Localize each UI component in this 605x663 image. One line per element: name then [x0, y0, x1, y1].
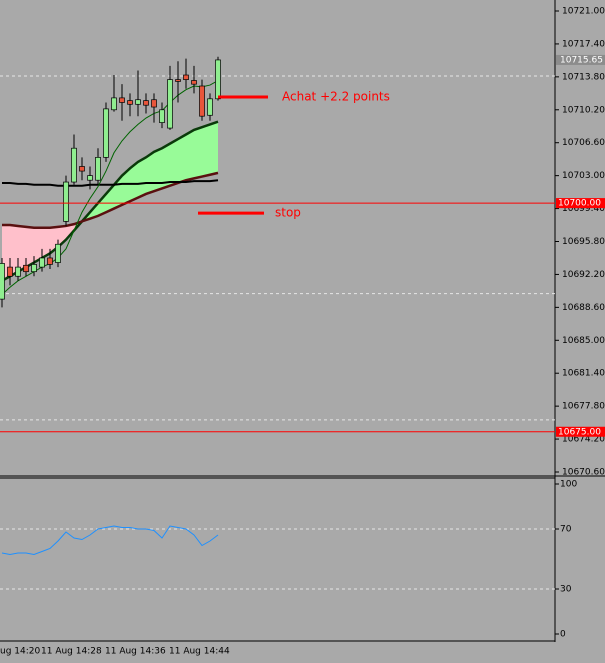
candle-body	[191, 80, 197, 85]
annotation-text: stop	[275, 206, 301, 220]
ribbon-fill	[154, 148, 162, 192]
annotation-text: Achat +2.2 points	[282, 89, 390, 103]
candle-body	[135, 99, 141, 105]
ribbon-fill	[34, 227, 42, 263]
y-tick-label: 30	[560, 585, 572, 595]
candle-body	[143, 100, 149, 106]
ribbon-fill	[194, 127, 202, 179]
y-tick-label: 10674.20	[562, 435, 605, 445]
candle-body	[0, 263, 5, 300]
y-tick-label: 10710.20	[562, 105, 605, 115]
y-tick-label: 0	[560, 630, 566, 640]
ribbon-fill	[202, 124, 210, 177]
candle-body	[31, 264, 37, 273]
candle-body	[127, 100, 133, 105]
candle-body	[23, 264, 29, 273]
rsi-line	[1, 525, 219, 556]
level-box	[556, 426, 605, 437]
y-tick-label: 10717.40	[562, 39, 605, 49]
y-tick-label: 10681.40	[562, 369, 605, 379]
ribbon-fill	[138, 157, 146, 198]
ribbon-fill	[210, 121, 218, 175]
candle-body	[71, 147, 77, 183]
y-tick-label: 70	[560, 525, 572, 535]
ribbon-fill	[26, 226, 34, 268]
candle-body	[87, 175, 93, 181]
ribbon-fill	[42, 227, 50, 258]
level-box	[556, 198, 605, 209]
candle-body	[15, 266, 21, 277]
y-tick-label: 10692.20	[562, 270, 605, 280]
candle-body	[119, 97, 125, 103]
candle-body	[199, 85, 205, 117]
price-box	[556, 54, 605, 65]
level-label: 10675.00	[558, 427, 601, 437]
candle-body	[183, 74, 189, 80]
candle-body	[159, 109, 165, 123]
ribbon-fill	[178, 134, 186, 183]
candle-body	[55, 243, 61, 263]
candle-body	[207, 98, 213, 116]
candle-body	[151, 99, 157, 108]
ribbon-fill	[122, 168, 130, 205]
ma-line	[2, 179, 219, 187]
y-tick-label: 10685.00	[562, 336, 605, 346]
x-tick-label: 11 Aug 14:44	[169, 647, 230, 657]
level-label: 10700.00	[558, 199, 601, 209]
ribbon-fill	[58, 225, 66, 247]
candle-body	[39, 257, 45, 268]
candle-body	[175, 79, 181, 82]
y-tick-label: 10721.00	[562, 7, 605, 17]
candle-body	[7, 266, 13, 277]
price-label: 10715.65	[560, 55, 603, 65]
ribbon-line	[1, 120, 219, 282]
y-tick-label: 10670.60	[562, 468, 605, 478]
ma-line	[1, 80, 219, 295]
ribbon-fill	[186, 129, 194, 181]
y-tick-label: 10688.60	[562, 303, 605, 313]
ribbon-fill	[146, 151, 154, 194]
y-tick-label: 10703.00	[562, 171, 605, 181]
candle-body	[47, 257, 53, 265]
ribbon-fill	[162, 143, 170, 189]
ribbon-fill	[10, 225, 18, 277]
y-tick-label: 10677.80	[562, 402, 605, 412]
y-tick-label: 100	[560, 480, 577, 490]
candle-body	[79, 166, 85, 172]
ribbon-fill	[170, 139, 178, 186]
candle-body	[167, 79, 173, 129]
candle-body	[63, 181, 69, 222]
ribbon-fill	[18, 225, 26, 272]
x-tick-label: 11 Aug 14:28	[41, 647, 102, 657]
x-tick-label: 11 Aug 14:36	[105, 647, 166, 657]
y-tick-label: 10695.80	[562, 237, 605, 247]
x-tick-label-partial: ug 14:20	[0, 647, 40, 657]
candle-body	[103, 108, 109, 158]
candle-body	[111, 97, 117, 111]
y-tick-label: 10713.80	[562, 72, 605, 82]
candle-body	[95, 156, 101, 181]
candle-body	[215, 59, 221, 100]
y-tick-label: 10706.60	[562, 138, 605, 148]
ribbon-fill	[130, 161, 138, 202]
y-tick-label: 10699.40	[562, 204, 605, 214]
ribbon-fill	[98, 193, 106, 216]
